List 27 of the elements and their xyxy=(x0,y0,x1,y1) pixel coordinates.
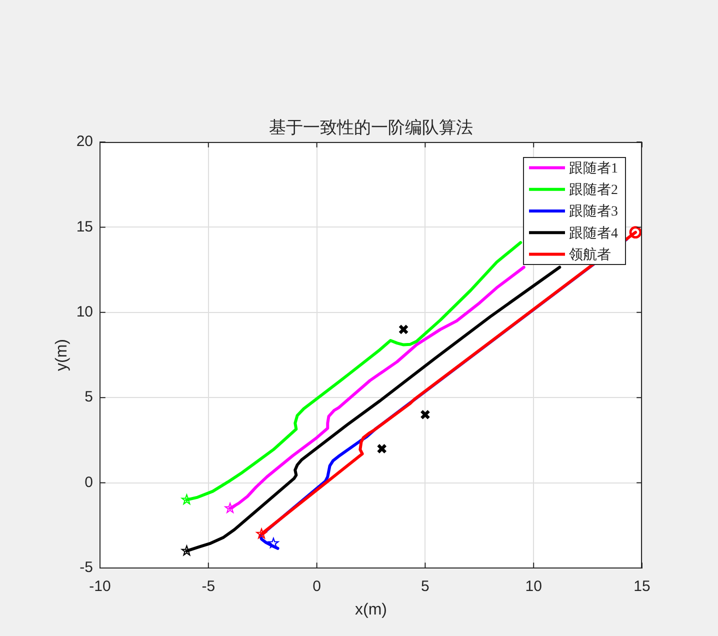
point xyxy=(629,226,642,239)
point xyxy=(376,444,387,454)
y-tick-label: 10 xyxy=(76,304,93,321)
chart-title: 基于一致性的一阶编队算法 xyxy=(269,118,473,137)
y-axis-title: y(m) xyxy=(53,339,70,371)
x-tick-label: -10 xyxy=(89,578,111,596)
point xyxy=(398,324,409,335)
x-tick-label: 5 xyxy=(421,578,430,596)
legend-label: 跟随者3 xyxy=(569,204,618,220)
point xyxy=(181,494,192,504)
y-tick-label: 20 xyxy=(76,133,93,150)
point xyxy=(420,410,430,420)
legend-label: 跟随者1 xyxy=(569,160,618,176)
x-tick-label: 0 xyxy=(312,578,321,596)
y-tick-label: 5 xyxy=(84,388,93,406)
y-tick-label: -5 xyxy=(80,559,93,576)
y-tick-label: 15 xyxy=(76,218,93,236)
legend-label: 跟随者4 xyxy=(569,225,618,242)
y-tick-label: 0 xyxy=(84,474,93,491)
x-axis-title: x(m) xyxy=(355,601,387,618)
legend-label: 跟随者2 xyxy=(569,182,618,198)
legend-label: 领航者 xyxy=(569,246,611,263)
point xyxy=(268,538,279,548)
x-tick-label: -5 xyxy=(202,578,216,596)
x-tick-label: 10 xyxy=(525,578,542,596)
x-tick-label: 15 xyxy=(634,578,650,596)
point xyxy=(224,502,236,513)
